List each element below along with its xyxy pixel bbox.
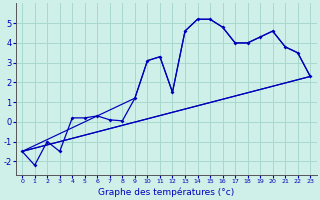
X-axis label: Graphe des températures (°c): Graphe des températures (°c) [98, 187, 234, 197]
